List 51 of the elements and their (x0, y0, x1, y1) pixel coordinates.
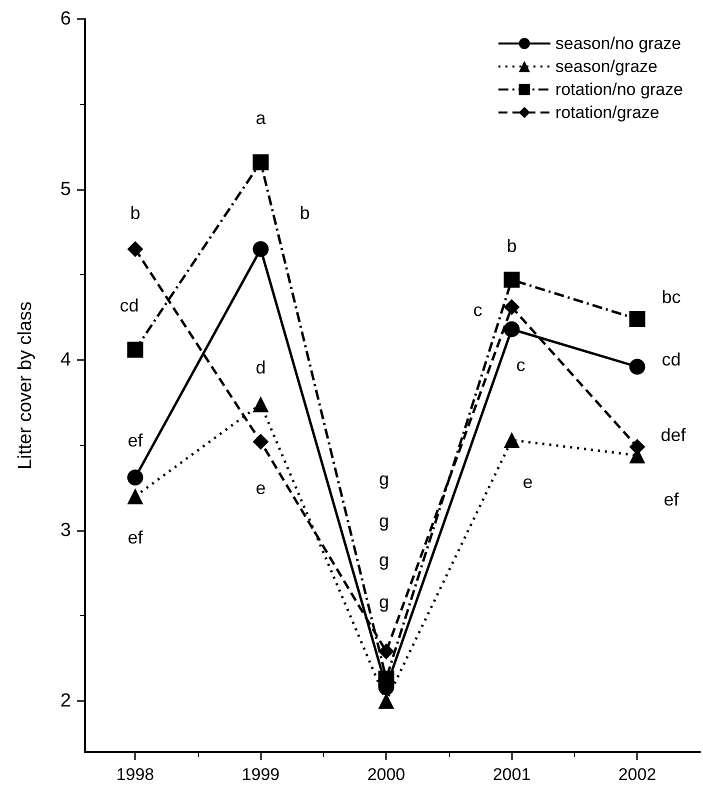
point (378, 670, 394, 687)
point (504, 299, 520, 316)
annotation: g (378, 550, 390, 570)
annotation: e (522, 472, 533, 492)
x-tick-label: 2001 (492, 765, 531, 784)
point (504, 321, 520, 338)
point (378, 643, 394, 660)
y-tick-label: 2 (60, 690, 71, 712)
annotation: cd (120, 296, 139, 316)
y-tick-label: 4 (60, 349, 72, 370)
point (629, 311, 646, 328)
legend-label: season/no graze (555, 34, 682, 53)
point (252, 434, 269, 450)
annotation: bc (662, 287, 681, 308)
y-tick-label: 6 (60, 8, 71, 30)
annotation: b (130, 203, 140, 224)
annotation: c (473, 300, 482, 320)
point (252, 241, 269, 258)
point (127, 488, 144, 504)
point (504, 272, 520, 288)
x-tick-label: 2002 (618, 765, 656, 784)
annotation: b (300, 203, 310, 224)
x-tick-label: 1999 (242, 765, 280, 784)
annotation: g (378, 592, 390, 612)
annotation: d (256, 357, 266, 378)
annotation: e (256, 478, 266, 498)
y-tick-label: 3 (60, 520, 71, 541)
point (629, 358, 646, 375)
point (252, 154, 269, 170)
y-axis-title: Litter cover by class (15, 302, 36, 470)
annotation: g (378, 469, 390, 489)
annotation: ef (128, 527, 144, 548)
point (504, 432, 520, 448)
annotation: ef (128, 430, 144, 451)
y-tick-label: 5 (60, 178, 71, 200)
annotation: c (516, 355, 526, 376)
annotation: ef (664, 489, 680, 510)
point (127, 470, 144, 486)
annotation: cd (662, 350, 681, 370)
annotation: b (506, 236, 517, 256)
legend-label: rotation/graze (555, 103, 660, 122)
point (127, 241, 144, 258)
legend-label: season/graze (555, 57, 658, 76)
x-tick-label: 1998 (116, 765, 154, 784)
point (252, 396, 269, 412)
annotation: g (378, 511, 390, 531)
annotation: a (256, 108, 267, 128)
legend-label: rotation/no graze (555, 80, 684, 99)
point (127, 342, 144, 358)
x-tick-label: 2000 (367, 765, 406, 784)
annotation: def (660, 424, 687, 445)
